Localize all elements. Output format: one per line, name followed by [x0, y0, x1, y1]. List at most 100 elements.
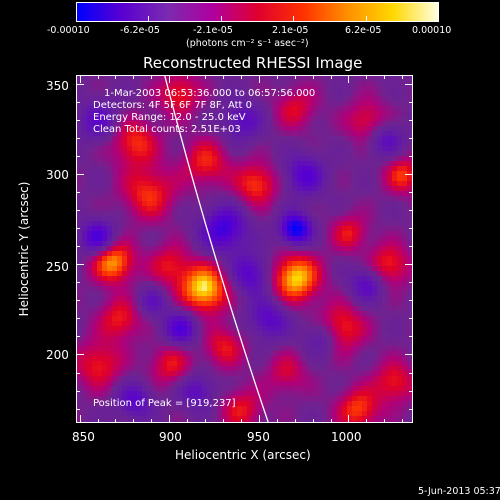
heatmap-cell — [257, 206, 263, 212]
heatmap-cell — [317, 186, 323, 192]
heatmap-cell — [317, 356, 323, 362]
heatmap-cell — [142, 406, 148, 412]
heatmap-cell — [152, 146, 158, 152]
heatmap-cell — [107, 241, 113, 247]
heatmap-cell — [402, 81, 408, 87]
x-tick-label-850: 850 — [72, 430, 95, 444]
heatmap-cell — [327, 276, 333, 282]
heatmap-cell — [277, 376, 283, 382]
heatmap-cell — [122, 271, 128, 277]
heatmap-cell — [97, 281, 103, 287]
heatmap-cell — [312, 381, 318, 387]
heatmap-cell — [382, 356, 388, 362]
heatmap-cell — [292, 301, 298, 307]
heatmap-cell — [137, 106, 143, 112]
heatmap-cell — [117, 126, 123, 132]
heatmap-cell — [242, 416, 248, 422]
heatmap-cell — [87, 121, 93, 127]
heatmap-cell — [197, 96, 203, 102]
heatmap-cell — [182, 236, 188, 242]
heatmap-cell — [142, 146, 148, 152]
heatmap-cell — [222, 356, 228, 362]
heatmap-cell — [147, 296, 153, 302]
heatmap-cell — [327, 371, 333, 377]
heatmap-cell — [402, 376, 408, 382]
heatmap-cell — [407, 76, 412, 82]
heatmap-cell — [307, 286, 313, 292]
heatmap-cell — [242, 401, 248, 407]
heatmap-cell — [242, 381, 248, 387]
heatmap-cell — [267, 256, 273, 262]
heatmap-cell — [152, 221, 158, 227]
heatmap-cell — [272, 196, 278, 202]
heatmap-cell — [292, 226, 298, 232]
heatmap-cell — [162, 116, 168, 122]
heatmap-cell — [297, 146, 303, 152]
heatmap-cell — [222, 86, 228, 92]
heatmap-cell — [332, 91, 338, 97]
heatmap-cell — [352, 346, 358, 352]
heatmap-cell — [237, 226, 243, 232]
heatmap-cell — [272, 141, 278, 147]
heatmap-cell — [352, 126, 358, 132]
heatmap-cell — [87, 191, 93, 197]
heatmap-cell — [277, 301, 283, 307]
heatmap-cell — [162, 376, 168, 382]
heatmap-cell — [407, 346, 412, 352]
heatmap-cell — [117, 241, 123, 247]
heatmap-cell — [257, 81, 263, 87]
heatmap-cell — [82, 216, 88, 222]
heatmap-cell — [127, 416, 133, 422]
heatmap-cell — [322, 321, 328, 327]
heatmap-cell — [172, 401, 178, 407]
heatmap-cell — [127, 181, 133, 187]
heatmap-cell — [127, 166, 133, 172]
heatmap-cell — [372, 311, 378, 317]
heatmap-cell — [242, 251, 248, 257]
heatmap-cell — [272, 101, 278, 107]
heatmap-cell — [102, 121, 108, 127]
heatmap-cell — [77, 391, 83, 397]
heatmap-cell — [362, 151, 368, 157]
heatmap-cell — [407, 421, 412, 422]
heatmap-cell — [407, 311, 412, 317]
heatmap-cell — [362, 261, 368, 267]
heatmap-cell — [367, 351, 373, 357]
heatmap-cell — [307, 421, 313, 422]
heatmap-cell — [332, 231, 338, 237]
heatmap-cell — [312, 186, 318, 192]
heatmap-cell — [187, 96, 193, 102]
heatmap-cell — [412, 131, 413, 137]
heatmap-cell — [367, 121, 373, 127]
x-axis-tick — [222, 419, 224, 423]
heatmap-cell — [212, 421, 218, 422]
heatmap-cell — [187, 251, 193, 257]
heatmap-cell — [167, 296, 173, 302]
heatmap-cell — [327, 256, 333, 262]
heatmap-cell — [402, 176, 408, 182]
heatmap-cell — [412, 251, 413, 257]
heatmap-cell — [127, 421, 133, 422]
heatmap-cell — [192, 406, 198, 412]
heatmap-cell — [322, 281, 328, 287]
heatmap-cell — [87, 241, 93, 247]
heatmap-cell — [252, 191, 258, 197]
heatmap-cell — [172, 156, 178, 162]
y-axis-tick — [409, 372, 413, 374]
heatmap-cell — [377, 146, 383, 152]
heatmap-cell — [112, 176, 118, 182]
heatmap-cell — [392, 256, 398, 262]
heatmap-cell — [157, 386, 163, 392]
heatmap-cell — [262, 276, 268, 282]
heatmap-cell — [82, 416, 88, 422]
heatmap-cell — [127, 146, 133, 152]
heatmap-cell — [412, 311, 413, 317]
heatmap-cell — [177, 371, 183, 377]
heatmap-cell — [397, 86, 403, 92]
heatmap-cell — [127, 361, 133, 367]
heatmap-cell — [102, 206, 108, 212]
heatmap-cell — [297, 151, 303, 157]
heatmap-cell — [342, 96, 348, 102]
heatmap-cell — [187, 291, 193, 297]
heatmap-cell — [122, 326, 128, 332]
